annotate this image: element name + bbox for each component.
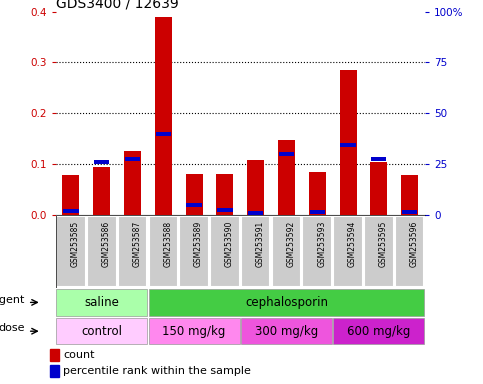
Bar <box>247 160 264 215</box>
FancyBboxPatch shape <box>87 217 116 286</box>
Text: GSM253586: GSM253586 <box>102 221 111 267</box>
Bar <box>341 143 355 147</box>
Bar <box>370 162 387 215</box>
FancyBboxPatch shape <box>241 318 332 344</box>
Bar <box>156 132 171 136</box>
Bar <box>279 152 294 156</box>
Bar <box>50 365 59 377</box>
Bar <box>401 175 418 215</box>
Text: control: control <box>81 325 122 338</box>
Bar <box>93 167 110 215</box>
Text: GSM253594: GSM253594 <box>348 221 357 267</box>
FancyBboxPatch shape <box>241 217 270 286</box>
Text: GSM253591: GSM253591 <box>256 221 265 267</box>
Bar <box>216 174 233 215</box>
Text: 150 mg/kg: 150 mg/kg <box>162 325 226 338</box>
Text: GSM253585: GSM253585 <box>71 221 80 267</box>
Bar <box>248 211 263 215</box>
Text: GSM253588: GSM253588 <box>163 221 172 267</box>
Text: percentile rank within the sample: percentile rank within the sample <box>63 366 251 376</box>
Bar <box>50 349 59 361</box>
Text: GDS3400 / 12639: GDS3400 / 12639 <box>56 0 178 10</box>
FancyBboxPatch shape <box>272 217 301 286</box>
Text: GSM253593: GSM253593 <box>317 221 327 267</box>
FancyBboxPatch shape <box>56 318 147 344</box>
FancyBboxPatch shape <box>149 289 425 316</box>
Bar <box>155 17 172 215</box>
Text: GSM253595: GSM253595 <box>379 221 388 267</box>
Text: cephalosporin: cephalosporin <box>245 296 328 309</box>
Bar <box>124 151 141 215</box>
Bar <box>217 208 232 212</box>
Bar <box>63 209 79 213</box>
Bar <box>340 70 356 215</box>
Bar <box>94 160 109 164</box>
Text: GSM253590: GSM253590 <box>225 221 234 267</box>
FancyBboxPatch shape <box>149 318 240 344</box>
FancyBboxPatch shape <box>118 217 147 286</box>
Text: agent: agent <box>0 295 25 305</box>
Text: 600 mg/kg: 600 mg/kg <box>347 325 411 338</box>
Text: GSM253589: GSM253589 <box>194 221 203 267</box>
Bar <box>309 172 326 215</box>
Bar <box>310 210 325 214</box>
FancyBboxPatch shape <box>364 217 394 286</box>
FancyBboxPatch shape <box>56 289 147 316</box>
Bar <box>402 210 417 214</box>
FancyBboxPatch shape <box>333 318 425 344</box>
FancyBboxPatch shape <box>56 217 85 286</box>
Text: GSM253592: GSM253592 <box>286 221 296 267</box>
Bar <box>125 157 140 161</box>
Bar <box>278 140 295 215</box>
FancyBboxPatch shape <box>395 217 425 286</box>
FancyBboxPatch shape <box>210 217 240 286</box>
Text: GSM253587: GSM253587 <box>132 221 142 267</box>
Bar <box>371 157 386 161</box>
FancyBboxPatch shape <box>179 217 209 286</box>
Bar <box>62 175 79 215</box>
Text: GSM253596: GSM253596 <box>410 221 419 267</box>
Text: 300 mg/kg: 300 mg/kg <box>255 325 318 338</box>
Bar <box>185 174 202 215</box>
Bar <box>186 203 202 207</box>
FancyBboxPatch shape <box>149 217 178 286</box>
Text: saline: saline <box>85 296 119 309</box>
Text: count: count <box>63 350 95 360</box>
Text: dose: dose <box>0 323 25 333</box>
FancyBboxPatch shape <box>333 217 363 286</box>
FancyBboxPatch shape <box>302 217 332 286</box>
